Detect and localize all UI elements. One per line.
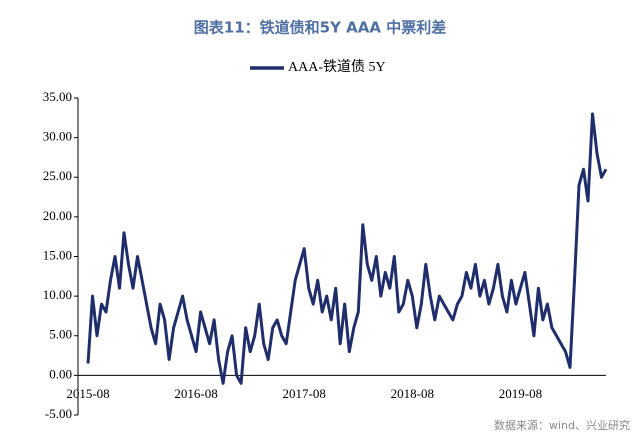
y-tick-label: -5.00 <box>45 406 72 421</box>
y-tick-label: 20.00 <box>43 208 72 223</box>
y-tick-label: 5.00 <box>49 327 72 342</box>
y-tick-label: 0.00 <box>49 366 72 381</box>
x-tick-label: 2015-08 <box>66 386 109 401</box>
x-tick-label: 2016-08 <box>174 386 217 401</box>
x-tick-label: 2018-08 <box>391 386 434 401</box>
y-tick-label: 10.00 <box>43 287 72 302</box>
legend-label: AAA-铁道债 5Y <box>288 59 386 75</box>
series-line <box>86 112 608 385</box>
y-tick-label: 35.00 <box>43 89 72 104</box>
x-tick-label: 2017-08 <box>283 386 326 401</box>
y-tick-label: 30.00 <box>43 129 72 144</box>
y-tick-label: 15.00 <box>43 247 72 262</box>
x-tick-label: 2019-08 <box>499 386 542 401</box>
chart-title: 图表11：铁道债和5Y AAA 中票利差 <box>194 19 446 37</box>
y-tick-label: 25.00 <box>43 168 72 183</box>
source-note: 数据来源：wind、兴业研究 <box>494 418 630 432</box>
